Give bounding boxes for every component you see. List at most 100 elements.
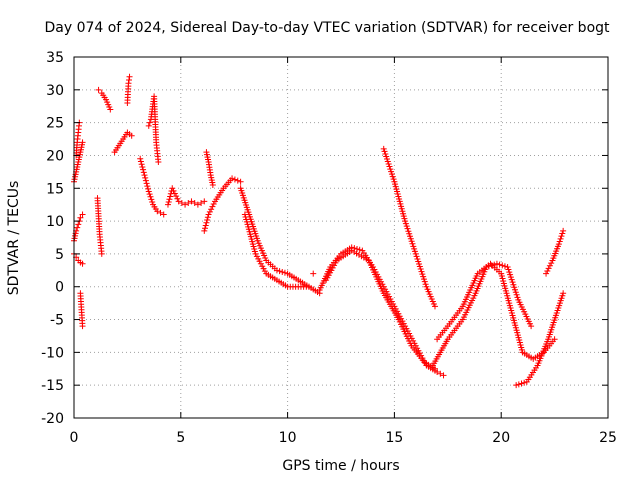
data-point [141,172,148,179]
trace-point [384,158,391,165]
series-track-q [310,270,317,277]
trace-point [559,230,566,237]
data-point [560,290,567,297]
y-axis-label: SDTVAR / TECUs [6,181,22,296]
trace-point [407,233,414,240]
trace-point [388,171,395,178]
data-point [79,260,86,267]
series-track-s [323,247,438,372]
trace-point [417,266,424,273]
trace-point [511,284,518,291]
trace-point [510,281,517,288]
trace-point [146,119,153,126]
data-point [209,181,216,188]
trace-point [558,233,565,240]
data-point [528,323,535,330]
trace-point [404,225,411,232]
trace-point [126,76,133,83]
data-point [128,132,135,139]
series-track-t [380,145,438,310]
trace-point [513,291,520,298]
data-point [305,283,312,290]
trace-point [138,161,145,168]
data-point [543,270,550,277]
data-point [431,365,438,372]
data-point [205,211,212,218]
data-point [125,80,132,87]
data-point [412,250,419,257]
x-tick-label: 15 [385,430,403,446]
trace-point [202,222,209,229]
trace-point [140,166,147,173]
y-tick-label: 10 [46,214,64,230]
trace-point [421,278,428,285]
trace-point [556,238,563,245]
trace-point [139,163,146,170]
series-track-k [145,93,162,166]
data-point [434,369,441,376]
data-point [145,122,152,129]
trace-point [147,193,154,200]
trace-point [198,200,205,207]
data-point [513,382,520,389]
data-point [194,201,201,208]
data-point [79,211,86,218]
series-layer [71,73,567,389]
series-track-c [71,211,86,244]
series-track-i [124,73,133,106]
trace-point [385,161,392,168]
trace-point [234,177,241,184]
trace-point [416,263,423,270]
trace-point [165,198,172,205]
trace-point [146,191,153,198]
trace-point [545,265,552,272]
trace-point [382,150,389,157]
trace-point [420,273,427,280]
trace-point [408,238,415,245]
series-track-m [201,175,244,234]
series-track-d [71,250,86,267]
data-point [493,260,500,267]
trace-point [419,271,426,278]
trace-point [521,379,528,386]
trace-point [140,169,147,176]
trace-point [512,286,519,293]
series-track-e [77,290,86,330]
trace-point [202,225,209,232]
data-point [560,227,567,234]
trace-point [405,228,412,235]
data-point [237,178,244,185]
data-point [107,106,114,113]
trace-point [137,158,144,165]
trace-point [496,261,503,268]
trace-point [411,248,418,255]
y-tick-label: -20 [41,411,64,427]
trace-point [548,260,555,267]
trace-point [276,268,283,275]
series-track-l [164,185,208,208]
series-track-v [434,260,558,362]
y-tick-label: 20 [46,148,64,164]
trace-point [413,253,420,260]
trace-point [407,235,414,242]
y-tick-label: -5 [50,313,64,329]
data-point [77,214,84,221]
trace-point [507,271,514,278]
trace-point [173,193,180,200]
trace-point [145,185,152,192]
data-point [155,159,162,166]
trace-point [384,155,391,162]
data-point [201,198,208,205]
trace-point [557,235,564,242]
trace-point [171,190,178,197]
y-tick-label: 30 [46,83,64,99]
data-point [380,145,387,152]
series-track-p [241,211,312,290]
x-tick-label: 20 [492,430,510,446]
trace-point [167,193,174,200]
trace-point [381,148,388,155]
data-point [164,201,171,208]
trace-point [279,268,286,275]
series-track-x [543,227,567,277]
